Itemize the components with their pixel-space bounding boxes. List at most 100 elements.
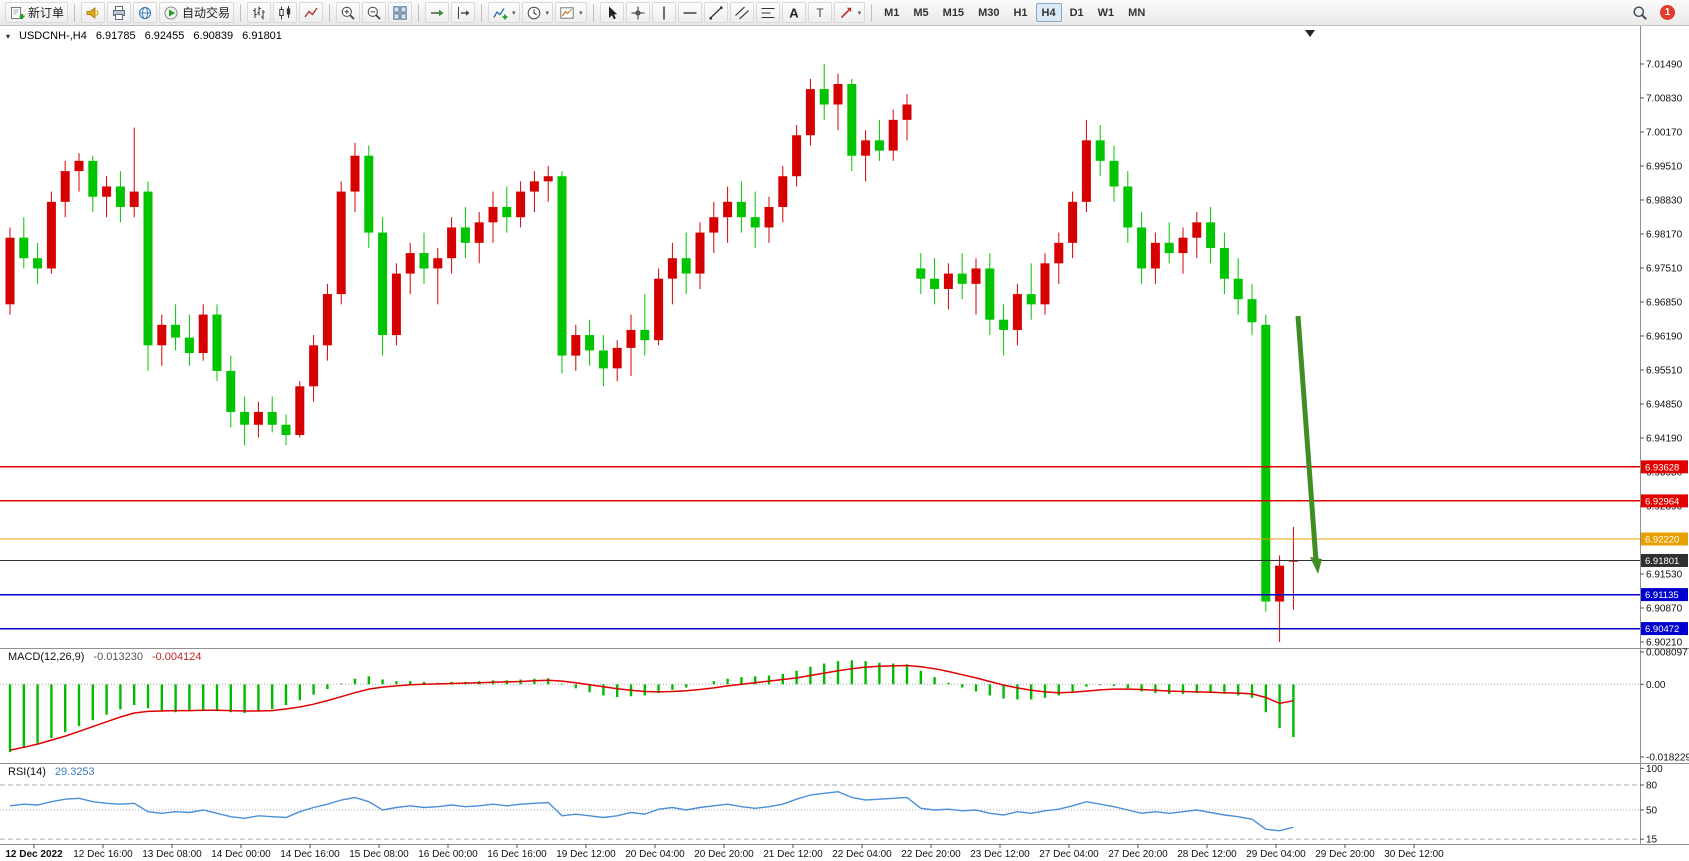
trendline-button[interactable] <box>703 2 728 23</box>
rsi-value: 29.3253 <box>54 766 95 778</box>
search-icon <box>1633 6 1647 20</box>
zoom-out-button[interactable] <box>362 2 387 23</box>
price-line-badge <box>1641 532 1688 546</box>
autotrade-icon <box>164 6 178 19</box>
symbol-period-label: USDCNH-,H4 <box>19 30 87 42</box>
equidistant-channel-button[interactable] <box>729 2 754 23</box>
crosshair-button[interactable] <box>625 2 650 23</box>
auto-scroll-button[interactable] <box>425 2 450 23</box>
clock-icon <box>527 6 540 19</box>
cursor-button[interactable] <box>599 2 624 23</box>
crosshair-icon <box>631 6 645 19</box>
timeframe-w1-button[interactable]: W1 <box>1092 3 1121 22</box>
price-line-badge-label: 6.93628 <box>1645 462 1679 473</box>
indicators-button[interactable]: ▾ <box>488 2 520 23</box>
tile-windows-button[interactable] <box>388 2 413 23</box>
candle-body <box>723 201 733 218</box>
toolbar-right: 1 <box>1632 5 1685 21</box>
candle-body <box>447 227 457 259</box>
candle-body <box>709 217 719 233</box>
zoom-in-button[interactable] <box>336 2 361 23</box>
candle-body <box>46 201 56 269</box>
candle-body <box>778 176 788 207</box>
refresh-button[interactable] <box>133 2 158 23</box>
candle-body <box>33 258 43 269</box>
candlestick-chart-button[interactable] <box>273 2 298 23</box>
toolbar-separator <box>74 3 76 22</box>
template-icon <box>560 6 574 19</box>
candle-body <box>281 424 291 435</box>
candle-body <box>598 350 608 369</box>
candle-body <box>543 176 553 182</box>
candle-body <box>985 268 995 320</box>
candle-body <box>240 411 250 425</box>
time-axis-label: 27 Dec 20:00 <box>1108 849 1168 860</box>
candle-body <box>764 206 774 228</box>
timeframe-h4-button[interactable]: H4 <box>1035 3 1062 22</box>
time-axis-label: 19 Dec 12:00 <box>556 849 616 860</box>
down-arrow-annotation[interactable] <box>1295 315 1319 562</box>
price-axis-tick-label: 6.97510 <box>1646 264 1683 275</box>
price-axis-tick-label: 6.96190 <box>1646 332 1683 343</box>
line-chart-icon <box>304 7 318 17</box>
timeframe-mn-button[interactable]: MN <box>1122 3 1151 22</box>
line-chart-button[interactable] <box>299 2 324 23</box>
toolbar-separator <box>329 3 331 22</box>
timeframe-h1-button[interactable]: H1 <box>1007 3 1033 22</box>
svg-text:T: T <box>816 6 824 20</box>
templates-button[interactable]: ▾ <box>555 2 587 23</box>
periods-button[interactable]: ▾ <box>521 2 554 23</box>
timeframe-m5-button[interactable]: M5 <box>907 3 934 22</box>
vertical-line-button[interactable] <box>651 2 676 23</box>
candle-body <box>1123 186 1133 228</box>
text-button[interactable]: A <box>781 2 806 23</box>
notification-badge[interactable]: 1 <box>1660 5 1675 20</box>
vertical-line-icon <box>662 6 665 19</box>
candle-body <box>419 253 429 269</box>
fibonacci-button[interactable] <box>755 2 780 23</box>
globe-icon <box>139 6 152 19</box>
dropdown-arrow-icon: ▾ <box>857 9 862 17</box>
print-button[interactable] <box>107 2 132 23</box>
price-axis-tick-label: 7.00170 <box>1646 128 1683 139</box>
candle-body <box>792 135 802 177</box>
new-order-button[interactable]: 新订单 <box>5 2 69 23</box>
candle-body <box>888 119 898 151</box>
search-button[interactable] <box>1632 5 1648 21</box>
horizontal-line-button[interactable] <box>677 2 702 23</box>
timeframe-d1-button[interactable]: D1 <box>1064 3 1090 22</box>
candle-body <box>626 329 636 348</box>
text-label-button[interactable]: T <box>807 2 832 23</box>
rsi-axis-label: 80 <box>1646 781 1658 792</box>
price-line-badge-label: 6.92220 <box>1645 535 1679 546</box>
candle-body <box>640 329 650 341</box>
alerts-button[interactable] <box>81 2 106 23</box>
time-axis-label: 20 Dec 04:00 <box>625 849 685 860</box>
candle-body <box>1275 565 1285 602</box>
one-click-trading-icon[interactable]: ▾ <box>6 31 11 41</box>
price-line-badge-label: 6.90472 <box>1645 624 1679 635</box>
new-order-icon <box>11 6 25 19</box>
timeframe-m1-button[interactable]: M1 <box>878 3 905 22</box>
autotrading-button[interactable]: 自动交易 <box>159 2 235 23</box>
candle-body <box>1219 247 1229 279</box>
chart-shift-button[interactable] <box>451 2 476 23</box>
time-axis-label: 12 Dec 16:00 <box>73 849 133 860</box>
dropdown-arrow-icon: ▾ <box>545 9 550 17</box>
candle-body <box>971 268 981 284</box>
time-axis-label: 27 Dec 04:00 <box>1039 849 1099 860</box>
candle-body <box>557 176 567 356</box>
bar-chart-button[interactable] <box>247 2 272 23</box>
macd-signal-value: -0.004124 <box>151 651 202 663</box>
chart-shift-marker-icon[interactable] <box>1305 30 1315 37</box>
time-axis-label: 22 Dec 20:00 <box>901 849 961 860</box>
timeframe-m15-button[interactable]: M15 <box>937 3 970 22</box>
candle-body <box>529 181 539 192</box>
chart-plot-area[interactable] <box>0 26 1640 844</box>
candle-body <box>1178 237 1188 254</box>
dropdown-arrow-icon: ▾ <box>512 9 516 17</box>
candle-body <box>1026 294 1036 305</box>
timeframe-m30-button[interactable]: M30 <box>972 3 1005 22</box>
candle-body <box>157 324 167 346</box>
arrows-button[interactable]: ▾ <box>833 2 866 23</box>
